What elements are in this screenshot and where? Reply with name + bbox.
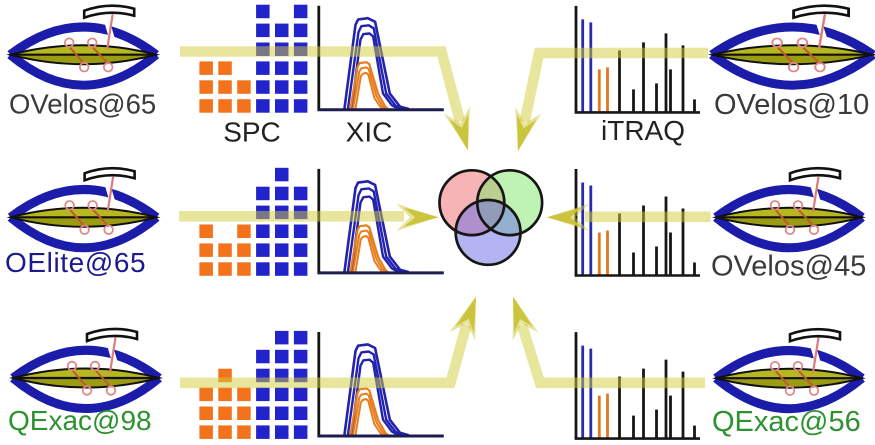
svg-text:OVelos@65: OVelos@65	[9, 89, 156, 120]
svg-text:XIC: XIC	[346, 117, 393, 148]
svg-text:QExac@56: QExac@56	[712, 406, 861, 438]
svg-text:OVelos@45: OVelos@45	[711, 251, 866, 283]
svg-text:QExac@98: QExac@98	[8, 405, 152, 436]
svg-text:OVelos@10: OVelos@10	[714, 89, 869, 121]
svg-text:SPC: SPC	[223, 117, 281, 148]
svg-text:iTRAQ: iTRAQ	[601, 115, 685, 146]
svg-text:OElite@65: OElite@65	[5, 247, 146, 278]
